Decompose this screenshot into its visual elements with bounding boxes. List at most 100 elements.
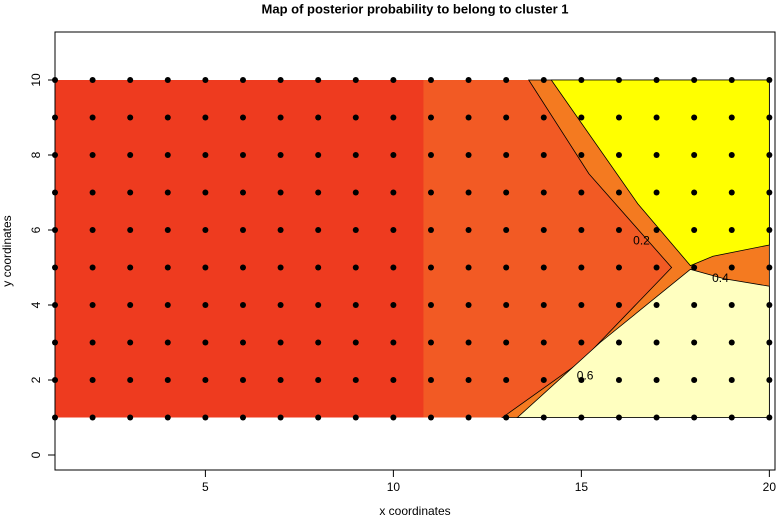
- grid-point: [164, 339, 171, 346]
- grid-point: [164, 264, 171, 271]
- grid-point: [390, 77, 397, 83]
- grid-point: [465, 77, 472, 83]
- grid-point: [164, 114, 171, 121]
- grid-point: [728, 414, 735, 421]
- grid-point: [202, 114, 209, 121]
- grid-point: [766, 114, 773, 121]
- grid-point: [89, 264, 96, 271]
- grid-point: [164, 302, 171, 308]
- grid-point: [615, 189, 622, 196]
- grid-point: [465, 414, 472, 421]
- grid-point: [427, 114, 434, 121]
- grid-point: [766, 227, 773, 233]
- grid-point: [89, 302, 96, 308]
- grid-point: [127, 77, 134, 83]
- grid-point: [540, 77, 547, 83]
- y-tick-label: 2: [29, 376, 43, 383]
- grid-point: [653, 302, 660, 308]
- grid-point: [390, 227, 397, 233]
- grid-point: [691, 414, 698, 421]
- grid-point: [202, 189, 209, 196]
- grid-point: [390, 377, 397, 383]
- grid-point: [427, 377, 434, 383]
- grid-point: [202, 264, 209, 271]
- grid-point: [390, 114, 397, 121]
- grid-point: [691, 114, 698, 121]
- grid-point: [653, 189, 660, 196]
- grid-point: [239, 264, 246, 271]
- grid-point: [239, 152, 246, 158]
- grid-point: [352, 77, 359, 83]
- grid-point: [427, 152, 434, 158]
- grid-point: [653, 377, 660, 383]
- grid-point: [540, 302, 547, 308]
- grid-point: [315, 302, 322, 308]
- grid-point: [503, 302, 510, 308]
- x-tick-label: 10: [387, 480, 401, 494]
- grid-point: [615, 302, 622, 308]
- grid-point: [277, 227, 284, 233]
- grid-point: [766, 77, 773, 83]
- grid-point: [202, 377, 209, 383]
- grid-point: [352, 227, 359, 233]
- grid-point: [202, 302, 209, 308]
- grid-point: [615, 414, 622, 421]
- grid-point: [277, 114, 284, 121]
- grid-point: [127, 339, 134, 346]
- grid-point: [465, 227, 472, 233]
- grid-point: [277, 339, 284, 346]
- x-axis-label: x coordinates: [379, 504, 450, 518]
- grid-point: [728, 377, 735, 383]
- grid-point: [239, 114, 246, 121]
- y-axis-label: y coordinates: [0, 215, 14, 286]
- grid-point: [728, 114, 735, 121]
- grid-point: [540, 189, 547, 196]
- grid-point: [239, 77, 246, 83]
- grid-point: [315, 377, 322, 383]
- grid-point: [315, 152, 322, 158]
- y-tick-label: 8: [29, 151, 43, 158]
- grid-point: [89, 189, 96, 196]
- grid-point: [615, 339, 622, 346]
- chart-title: Map of posterior probability to belong t…: [262, 1, 569, 16]
- grid-point: [427, 264, 434, 271]
- grid-point: [465, 152, 472, 158]
- grid-point: [503, 339, 510, 346]
- grid-point: [89, 152, 96, 158]
- grid-point: [127, 189, 134, 196]
- grid-point: [164, 414, 171, 421]
- grid-point: [352, 152, 359, 158]
- grid-point: [540, 377, 547, 383]
- grid-point: [427, 227, 434, 233]
- grid-point: [578, 189, 585, 196]
- grid-point: [127, 152, 134, 158]
- grid-point: [691, 377, 698, 383]
- grid-point: [540, 227, 547, 233]
- grid-point: [503, 414, 510, 421]
- grid-point: [202, 414, 209, 421]
- grid-point: [653, 227, 660, 233]
- grid-point: [691, 189, 698, 196]
- grid-point: [202, 227, 209, 233]
- grid-point: [352, 189, 359, 196]
- grid-point: [427, 339, 434, 346]
- y-tick-label: 6: [29, 226, 43, 233]
- grid-point: [239, 302, 246, 308]
- contour-label: 0.4: [712, 271, 729, 285]
- grid-point: [578, 264, 585, 271]
- grid-point: [615, 152, 622, 158]
- grid-point: [578, 152, 585, 158]
- grid-point: [127, 227, 134, 233]
- grid-point: [352, 114, 359, 121]
- grid-point: [352, 339, 359, 346]
- grid-point: [653, 414, 660, 421]
- grid-point: [728, 339, 735, 346]
- grid-point: [239, 227, 246, 233]
- grid-point: [615, 77, 622, 83]
- grid-point: [728, 77, 735, 83]
- grid-point: [427, 302, 434, 308]
- grid-point: [427, 414, 434, 421]
- grid-point: [390, 189, 397, 196]
- grid-point: [315, 189, 322, 196]
